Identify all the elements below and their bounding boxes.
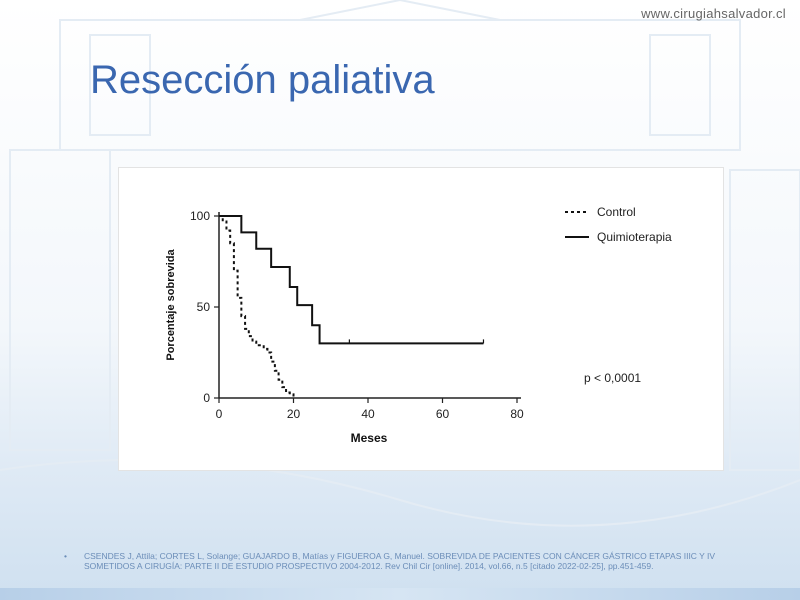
x-tick-label-60: 60 [436, 407, 450, 421]
bottom-band [0, 588, 800, 600]
survival-figure: 0 20 40 60 80 0 50 100 Control Quimioterapia Por… [118, 167, 724, 471]
survival-chart: 0 20 40 60 80 0 50 100 Control Quimioterapia Por… [165, 205, 672, 445]
y-tick-label-0: 0 [203, 391, 210, 405]
chart-axes: 0 20 40 60 80 0 50 100 [190, 209, 524, 421]
y-tick-label-50: 50 [197, 300, 211, 314]
series-line-control [219, 215, 295, 398]
chart-series-layer [219, 215, 485, 398]
x-tick-label-80: 80 [510, 407, 524, 421]
x-tick-label-20: 20 [287, 407, 301, 421]
citation-bullet: • [64, 551, 67, 561]
slide-title: Resección paliativa [90, 58, 435, 102]
citation-text: CSENDES J, Attila; CORTES L, Solange; GU… [84, 551, 716, 571]
p-value-annotation: p < 0,0001 [584, 371, 641, 385]
x-tick-label-40: 40 [361, 407, 375, 421]
chart-legend: Control Quimioterapia [565, 205, 672, 244]
series-line-quimioterapia [219, 215, 484, 345]
legend-label-quimioterapia: Quimioterapia [597, 230, 672, 244]
x-axis-label: Meses [351, 431, 388, 445]
y-axis-label: Porcentaje sobrevida [165, 248, 177, 360]
citation: • CSENDES J, Attila; CORTES L, Solange; … [64, 551, 764, 571]
y-tick-label-100: 100 [190, 209, 210, 223]
legend-label-control: Control [597, 205, 636, 219]
x-tick-label-0: 0 [216, 407, 223, 421]
site-url: www.cirugiahsalvador.cl [641, 6, 786, 21]
